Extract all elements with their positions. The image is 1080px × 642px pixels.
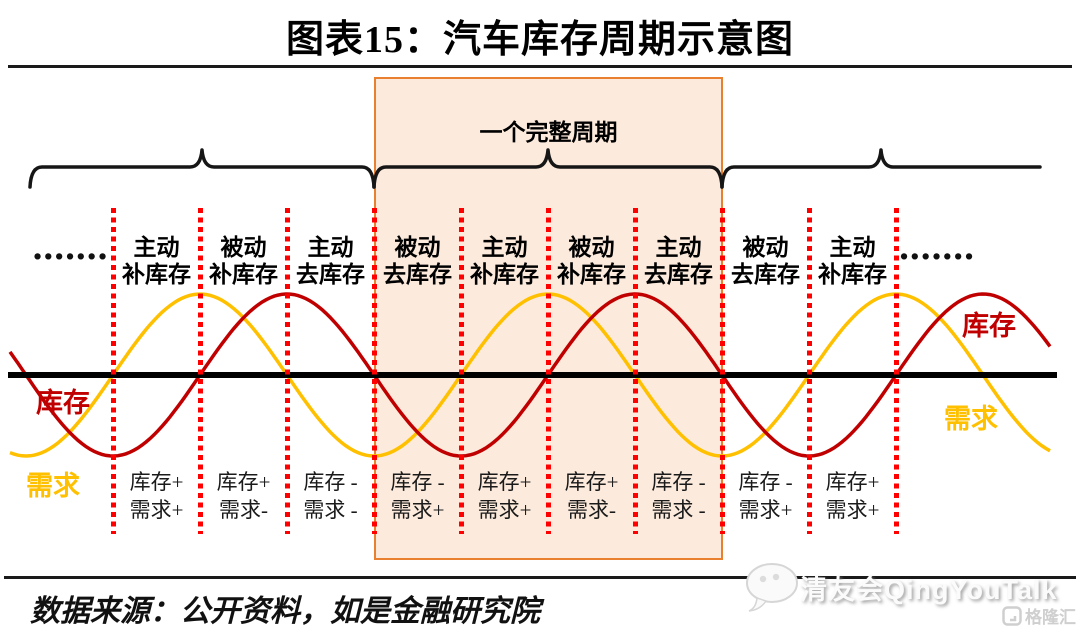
phase-divider-dotted-line: [371, 208, 377, 534]
full-cycle-label: 一个完整周期: [479, 119, 618, 145]
quadrant-label: 库存 - 需求 -: [651, 470, 706, 522]
quadrant-label: 库存 - 需求+: [390, 470, 445, 522]
quadrant-label: 库存+ 需求-: [216, 470, 271, 522]
ellipsis-label: .......: [31, 228, 109, 268]
wechat-bubble-icon: [746, 563, 798, 612]
phase-label: 被动 去库存: [383, 234, 452, 287]
phase-label: 被动 补库存: [557, 234, 626, 287]
phase-divider-dotted-line: [893, 208, 899, 534]
source-note: 数据来源：公开资料，如是金融研究院: [30, 595, 540, 628]
watermark: 清友会QingYouTalk: [744, 562, 1058, 614]
footer-divider-line: [4, 576, 1076, 579]
quadrant-label: 库存+ 需求+: [129, 470, 184, 522]
phase-divider-dotted-line: [632, 208, 638, 534]
quadrant-label: 库存 - 需求 -: [303, 470, 358, 522]
demand-label-left: 需求: [26, 471, 80, 501]
phase-divider-dotted-line: [458, 208, 464, 534]
page-title: 图表15：汽车库存周期示意图: [285, 19, 794, 61]
quadrant-label: 库存+ 需求-: [564, 470, 619, 522]
phase-label: 主动 补库存: [122, 234, 191, 287]
phase-divider-dotted-line: [806, 208, 812, 534]
gelonghui-logo-text: 格隆汇: [1025, 608, 1076, 627]
inventory-label-right: 库存: [962, 311, 1016, 341]
ellipsis-label: .......: [898, 228, 975, 268]
phase-divider-dotted-line: [545, 208, 551, 534]
phase-label: 被动 补库存: [209, 234, 278, 287]
phase-label: 主动 补库存: [818, 234, 887, 287]
phase-label: 主动 去库存: [644, 234, 713, 287]
phase-divider-dotted-line: [197, 208, 203, 534]
bracket-brace: [372, 148, 724, 189]
phase-label: 被动 去库存: [731, 234, 800, 287]
phase-label: 主动 补库存: [470, 234, 539, 287]
watermark-text: 清友会QingYouTalk: [800, 575, 1058, 605]
quadrant-label: 库存+ 需求+: [477, 470, 532, 522]
inventory-label-left: 库存: [36, 388, 90, 418]
demand-label-right: 需求: [944, 404, 998, 434]
title-divider-line: [8, 65, 1072, 68]
inventory-curve: [8, 292, 1052, 458]
phase-divider-dotted-line: [110, 208, 116, 534]
bracket-brace: [28, 148, 376, 189]
gelonghui-logo: 格隆汇: [1002, 603, 1076, 628]
demand-curve: [9, 292, 1051, 458]
gelonghui-logo-icon: [1002, 605, 1022, 626]
phase-divider-dotted-line: [719, 208, 725, 534]
quadrant-label: 库存 - 需求+: [738, 470, 793, 522]
phase-divider-dotted-line: [284, 208, 290, 534]
quadrant-label: 库存+ 需求+: [825, 470, 880, 522]
bracket-brace: [720, 148, 1042, 189]
phase-label: 主动 去库存: [296, 234, 365, 287]
